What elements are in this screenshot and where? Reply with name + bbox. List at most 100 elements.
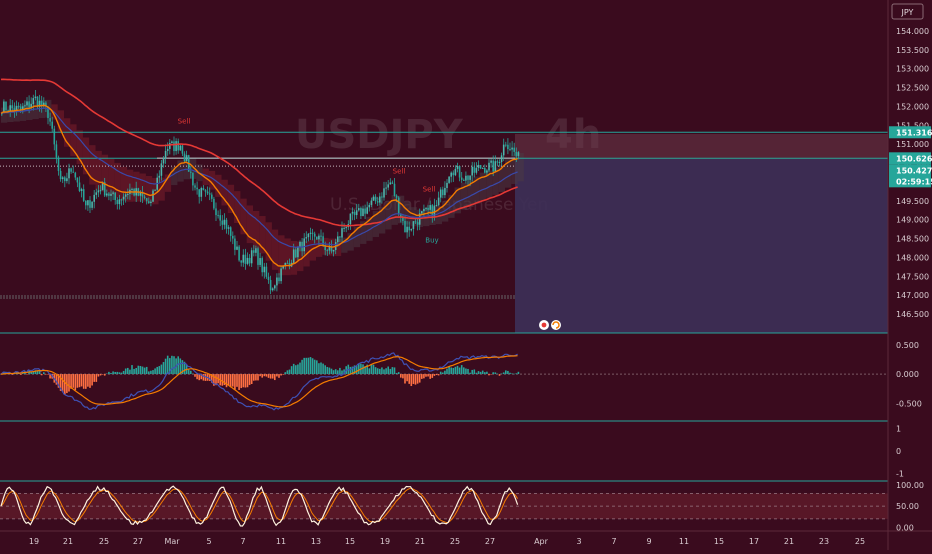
candle-body[interactable] (183, 153, 186, 161)
candle-body[interactable] (318, 235, 320, 240)
oscillator-pane[interactable]: 1 0 -1 (896, 425, 904, 479)
candle-body[interactable] (185, 155, 188, 161)
candle-body[interactable] (74, 172, 77, 178)
candle-body[interactable] (97, 190, 100, 193)
candle-body[interactable] (166, 148, 169, 151)
bar-countdown-tag[interactable]: 02:59:15 (896, 177, 932, 186)
candle-body[interactable] (93, 194, 95, 202)
candle-body[interactable] (177, 141, 179, 151)
candle-body[interactable] (376, 201, 379, 203)
candle-body[interactable] (345, 227, 347, 229)
candle-body[interactable] (437, 197, 440, 206)
candle-body[interactable] (32, 98, 35, 105)
candle-body[interactable] (475, 167, 478, 173)
stochastic-pane[interactable]: 100.00 50.00 0.00 (0, 481, 924, 532)
candle-body[interactable] (299, 241, 301, 248)
candle-body[interactable] (204, 190, 207, 192)
candle-body[interactable] (498, 162, 501, 164)
candle-body[interactable] (486, 170, 488, 173)
candle-body[interactable] (9, 105, 11, 112)
candle-body[interactable] (246, 257, 249, 264)
candle-body[interactable] (383, 188, 385, 198)
candle-body[interactable] (393, 183, 396, 196)
candle-body[interactable] (263, 266, 266, 273)
candle-body[interactable] (416, 222, 419, 225)
candle-body[interactable] (200, 188, 203, 197)
candle-body[interactable] (337, 236, 339, 243)
candle-body[interactable] (414, 221, 417, 223)
candle-body[interactable] (442, 189, 444, 196)
macd-pane[interactable]: 0.500 0.000 -0.500 (0, 341, 922, 411)
bar-countdown-tag-bg[interactable] (889, 175, 931, 188)
candle-body[interactable] (454, 168, 457, 176)
candle-body[interactable] (244, 254, 247, 264)
candle-body[interactable] (95, 192, 98, 195)
ema-slow-line[interactable] (0, 78, 518, 227)
candle-body[interactable] (385, 187, 387, 189)
candle-body[interactable] (127, 193, 129, 195)
candle-body[interactable] (431, 205, 434, 217)
candle-body[interactable] (112, 192, 114, 194)
candle-body[interactable] (286, 262, 289, 264)
candle-body[interactable] (488, 162, 490, 171)
candle-body[interactable] (192, 172, 194, 186)
candle-body[interactable] (381, 196, 383, 198)
signal-label[interactable]: Sell (178, 117, 191, 125)
candle-body[interactable] (370, 200, 373, 205)
candle-body[interactable] (456, 166, 459, 169)
candle-body[interactable] (288, 262, 291, 267)
candle-body[interactable] (330, 246, 333, 252)
candle-body[interactable] (148, 201, 150, 203)
candle-body[interactable] (435, 205, 438, 207)
candle-body[interactable] (362, 208, 364, 217)
last-price-tag[interactable]: 150.626 (896, 154, 932, 163)
candle-body[interactable] (11, 105, 14, 109)
candle-body[interactable] (229, 227, 232, 236)
candle-body[interactable] (467, 175, 469, 180)
candle-body[interactable] (87, 200, 89, 206)
candle-body[interactable] (206, 191, 209, 194)
candle-body[interactable] (400, 214, 402, 218)
candle-body[interactable] (307, 233, 310, 238)
bid-price-tag-bg[interactable] (889, 164, 931, 177)
stochastic-line[interactable] (0, 485, 519, 527)
candle-body[interactable] (517, 152, 520, 156)
candle-body[interactable] (303, 238, 305, 252)
candle-body[interactable] (496, 161, 499, 163)
candle-body[interactable] (471, 166, 473, 176)
candle-body[interactable] (47, 106, 49, 119)
candle-body[interactable] (274, 285, 276, 289)
candle-body[interactable] (118, 199, 121, 205)
signal-label[interactable]: Sell (423, 185, 436, 193)
candle-body[interactable] (101, 182, 104, 191)
candle-body[interactable] (326, 250, 329, 252)
candle-body[interactable] (51, 121, 53, 129)
candle-body[interactable] (368, 204, 371, 208)
candle-body[interactable] (225, 219, 228, 229)
candle-body[interactable] (122, 196, 125, 200)
target-zone[interactable] (515, 134, 888, 159)
candle-body[interactable] (295, 249, 297, 258)
candle-body[interactable] (484, 167, 486, 173)
candle-body[interactable] (152, 190, 154, 202)
candle-body[interactable] (175, 141, 177, 152)
candle-body[interactable] (34, 96, 37, 99)
candle-body[interactable] (280, 268, 282, 282)
candle-body[interactable] (190, 171, 192, 173)
candle-body[interactable] (15, 106, 18, 112)
candle-body[interactable] (324, 245, 326, 251)
candlestick-series[interactable] (1, 89, 520, 295)
candle-body[interactable] (322, 236, 324, 246)
candle-body[interactable] (316, 236, 318, 240)
candle-body[interactable] (30, 104, 32, 108)
candle-body[interactable] (223, 219, 226, 225)
candle-body[interactable] (271, 288, 274, 291)
candle-body[interactable] (353, 211, 356, 216)
candle-body[interactable] (261, 258, 263, 273)
candle-body[interactable] (513, 147, 515, 152)
candle-body[interactable] (59, 170, 62, 180)
candle-body[interactable] (433, 205, 436, 217)
candle-body[interactable] (208, 193, 211, 195)
